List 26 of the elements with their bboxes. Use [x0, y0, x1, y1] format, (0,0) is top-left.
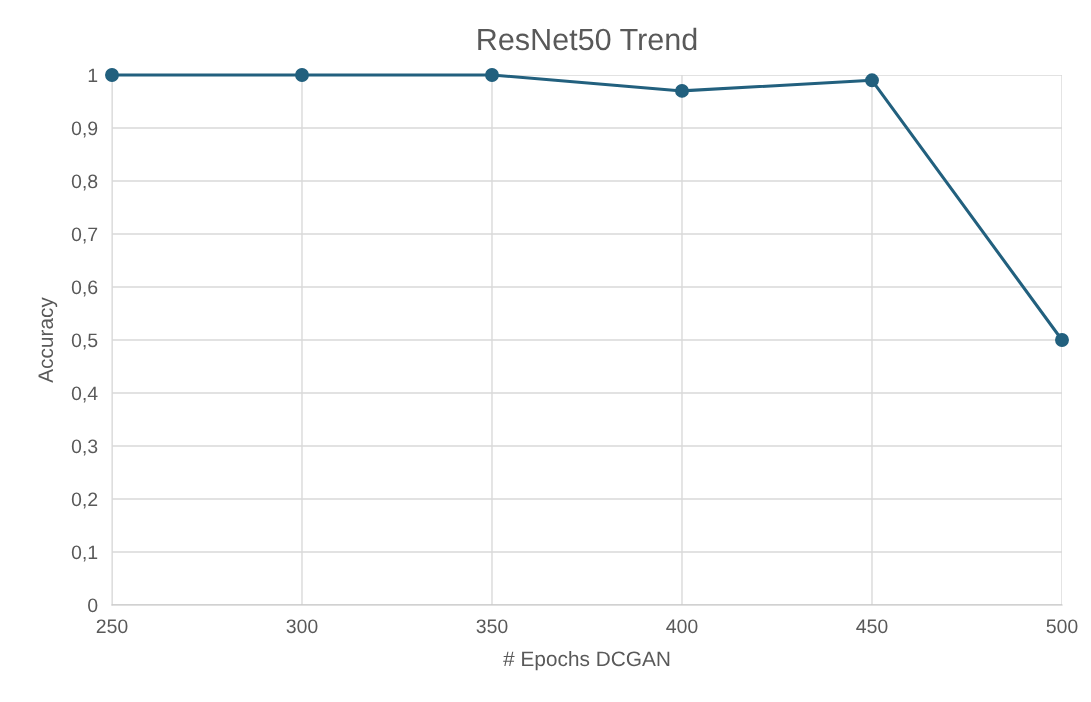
- x-tick-label: 300: [286, 619, 318, 634]
- y-tick-label: 0,4: [71, 386, 98, 403]
- chart-title: ResNet50 Trend: [478, 27, 697, 51]
- point: [105, 68, 119, 82]
- y-tick-label: 1: [88, 68, 98, 83]
- x-tick-label: 450: [856, 619, 888, 634]
- x-tick-label: 250: [96, 619, 128, 634]
- point: [865, 73, 879, 88]
- y-tick-label: 0,2: [71, 492, 98, 509]
- y-tick-label: 0,7: [71, 227, 98, 244]
- y-tick-label: 0,3: [71, 439, 98, 456]
- x-tick-label: 400: [666, 619, 698, 634]
- x-tick-label: 350: [476, 619, 508, 634]
- y-tick-label: 0,5: [71, 333, 98, 350]
- x-tick-label: 500: [1046, 619, 1078, 634]
- point: [675, 83, 689, 98]
- y-tick-label: 0,9: [71, 121, 98, 138]
- y-tick-label: 0,6: [71, 280, 98, 297]
- y-tick-label: 0,1: [71, 545, 98, 562]
- point: [295, 68, 309, 82]
- y-axis-title: Accuracy: [38, 297, 58, 383]
- y-tick-label: 0,8: [71, 174, 98, 191]
- x-axis-title: # Epochs DCGAN: [503, 650, 670, 671]
- y-tick-label: 0: [88, 598, 98, 613]
- point: [485, 68, 499, 82]
- point: [1055, 333, 1069, 347]
